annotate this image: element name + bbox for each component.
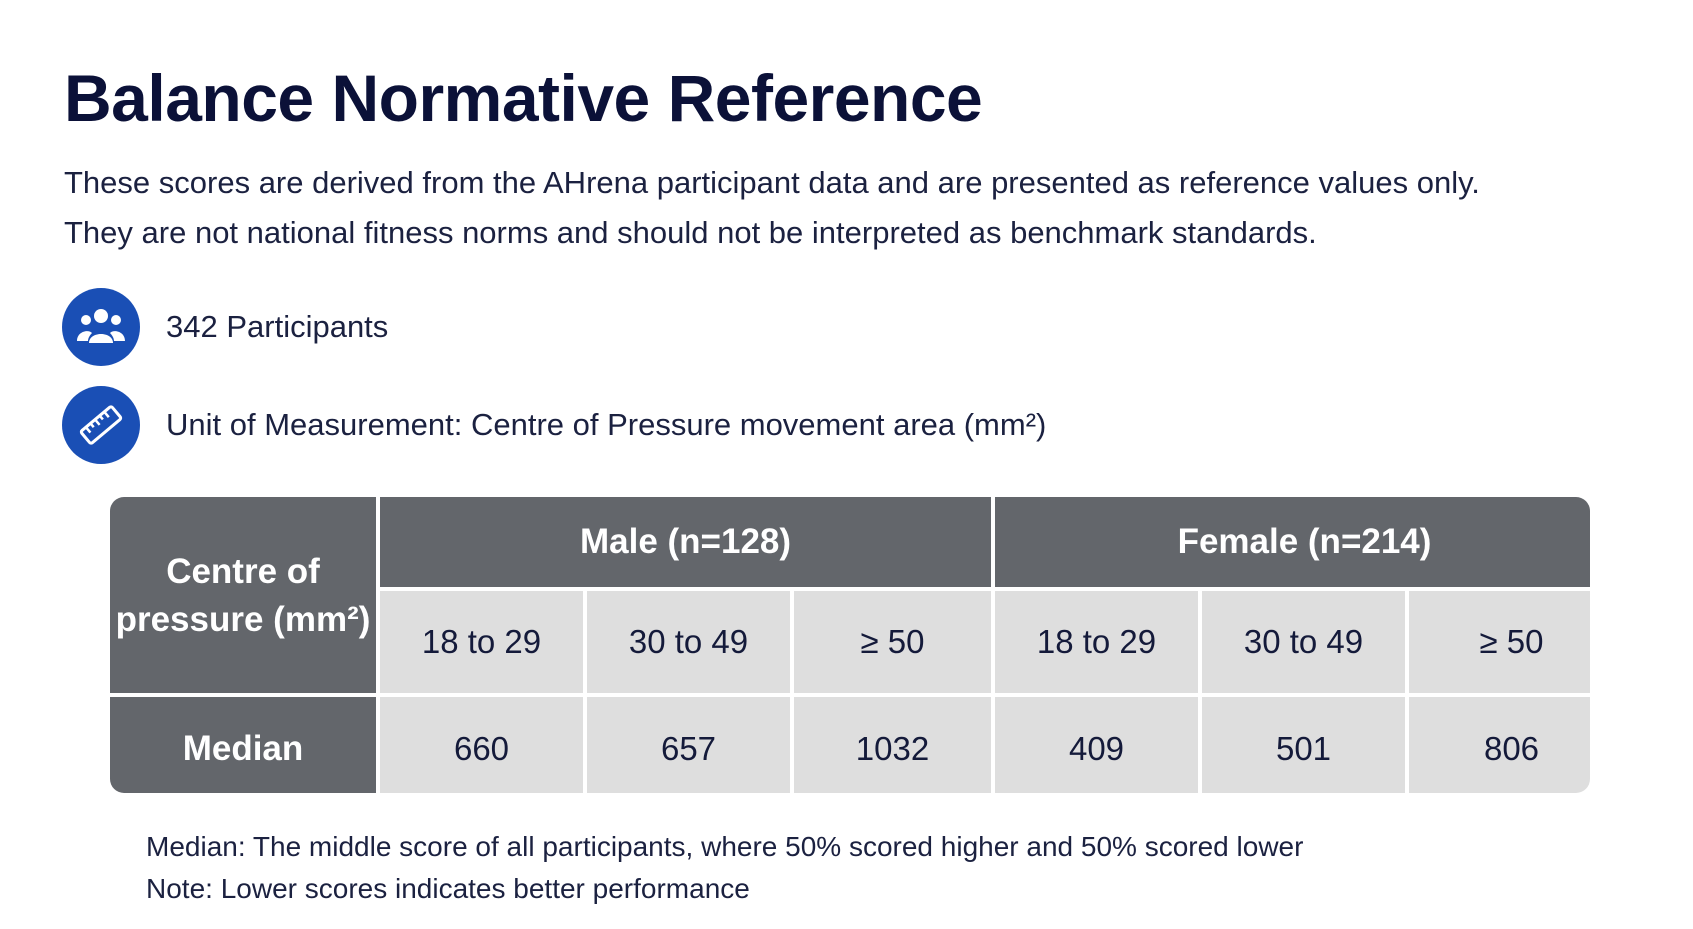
age-header-male-30-49: 30 to 49 <box>587 591 790 693</box>
page-title: Balance Normative Reference <box>64 61 983 135</box>
median-row-label: Median <box>110 697 376 793</box>
median-male-50-plus: 1032 <box>794 697 991 793</box>
female-group-header: Female (n=214) <box>995 497 1590 587</box>
age-header-female-18-29: 18 to 29 <box>995 591 1198 693</box>
median-female-30-49: 501 <box>1202 697 1405 793</box>
age-header-female-50-plus: ≥ 50 <box>1409 591 1590 693</box>
age-header-male-18-29: 18 to 29 <box>380 591 583 693</box>
participants-info: 342 Participants <box>62 288 388 366</box>
unit-info: Unit of Measurement: Centre of Pressure … <box>62 386 1046 464</box>
people-group-icon <box>62 288 140 366</box>
footnotes: Median: The middle score of all particip… <box>146 826 1303 910</box>
page-description: These scores are derived from the AHrena… <box>64 165 1480 250</box>
median-male-18-29: 660 <box>380 697 583 793</box>
median-female-18-29: 409 <box>995 697 1198 793</box>
unit-of-measurement: Unit of Measurement: Centre of Pressure … <box>166 407 1047 442</box>
corner-header: Centre of pressure (mm²) <box>110 497 376 693</box>
male-group-header: Male (n=128) <box>380 497 991 587</box>
ruler-icon <box>62 386 140 464</box>
age-header-female-30-49: 30 to 49 <box>1202 591 1405 693</box>
lower-is-better-note: Note: Lower scores indicates better perf… <box>146 873 750 904</box>
age-header-male-50-plus: ≥ 50 <box>794 591 991 693</box>
participants-count: 342 Participants <box>166 309 389 344</box>
median-male-30-49: 657 <box>587 697 790 793</box>
median-female-50-plus: 806 <box>1409 697 1590 793</box>
normative-table: Centre of pressure (mm²) Male (n=128) Fe… <box>110 497 1590 793</box>
median-definition-note: Median: The middle score of all particip… <box>146 831 1304 862</box>
